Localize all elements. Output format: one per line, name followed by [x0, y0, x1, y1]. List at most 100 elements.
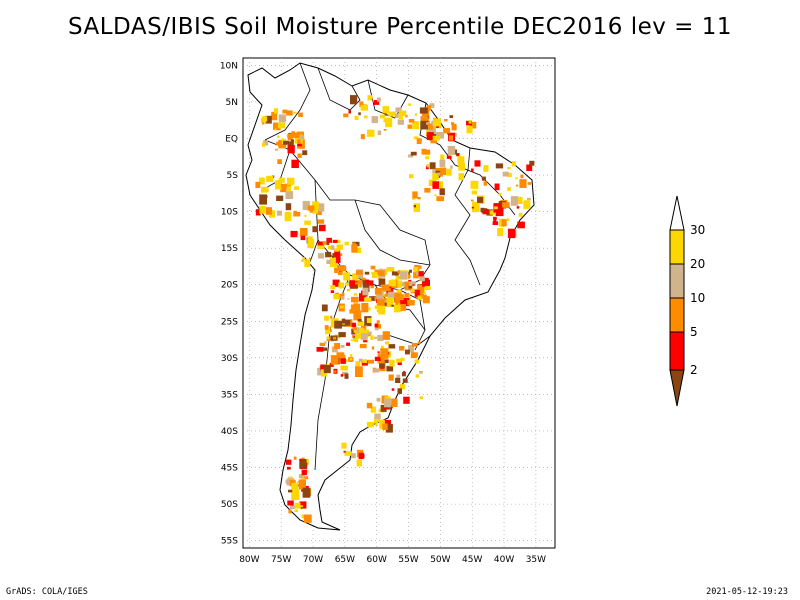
percentile-patch [405, 114, 408, 118]
percentile-patch [516, 196, 523, 204]
percentile-patch [493, 216, 497, 220]
percentile-patch [398, 110, 407, 116]
percentile-patch [353, 303, 361, 311]
lat-tick-label: 10N [220, 61, 238, 71]
percentile-patch [526, 164, 533, 171]
percentile-patch [368, 307, 371, 311]
percentile-patch [352, 327, 357, 331]
percentile-patch [391, 398, 398, 407]
percentile-patch [383, 118, 387, 123]
percentile-patch [316, 209, 322, 215]
percentile-patch [322, 241, 327, 245]
percentile-patch [409, 174, 414, 179]
percentile-patch [376, 309, 380, 312]
percentile-patch [436, 132, 444, 139]
lon-tick-label: 35W [526, 555, 546, 565]
percentile-patch [432, 168, 436, 174]
percentile-patch [400, 357, 405, 361]
percentile-patch [312, 201, 319, 209]
percentile-patch [259, 205, 266, 214]
percentile-patch [364, 271, 370, 275]
percentile-patch [298, 112, 303, 117]
percentile-patch [413, 136, 419, 140]
percentile-patch [527, 182, 532, 185]
percentile-patch [489, 210, 496, 215]
percentile-patch [384, 406, 388, 410]
percentile-patch [303, 514, 312, 523]
percentile-patch [396, 374, 401, 378]
percentile-patch [307, 205, 315, 211]
percentile-patch [374, 327, 379, 331]
percentile-patch [356, 270, 363, 275]
percentile-patch [426, 164, 430, 168]
percentile-patch [377, 275, 382, 280]
percentile-patch [373, 417, 381, 422]
percentile-patch [350, 95, 358, 105]
percentile-patch [380, 348, 389, 359]
percentile-patch [346, 342, 351, 346]
percentile-patch [507, 228, 516, 239]
percentile-patch [408, 345, 415, 353]
percentile-patch [366, 317, 372, 323]
percentile-patch [284, 211, 292, 222]
percentile-patch [275, 180, 282, 190]
percentile-patch [398, 302, 401, 305]
lat-tick-label: 45S [221, 464, 238, 474]
percentile-patch [316, 347, 324, 352]
percentile-patch [346, 289, 351, 292]
percentile-patch [304, 220, 311, 225]
percentile-patch [378, 305, 386, 315]
percentile-patch [291, 482, 299, 490]
percentile-patch [282, 109, 288, 114]
percentile-patch [261, 186, 269, 193]
percentile-patch [398, 276, 401, 278]
percentile-patch [326, 259, 331, 264]
percentile-patch [422, 294, 427, 298]
percentile-patch [443, 128, 451, 134]
percentile-patch [418, 271, 423, 277]
percentile-patch [294, 502, 301, 509]
percentile-patch [413, 203, 420, 212]
percentile-patch [360, 104, 368, 111]
percentile-patch [300, 506, 303, 509]
percentile-patch [344, 241, 349, 246]
percentile-patch [396, 358, 402, 363]
percentile-patch [433, 118, 442, 129]
percentile-patch [353, 293, 357, 296]
percentile-patch [297, 481, 300, 483]
percentile-patch [449, 115, 454, 118]
percentile-patch [287, 177, 295, 185]
percentile-patch [385, 341, 390, 345]
percentile-patch [334, 370, 337, 373]
percentile-patch [371, 346, 375, 350]
percentile-patch [515, 177, 518, 180]
percentile-patch [291, 159, 299, 168]
percentile-patch [408, 285, 413, 289]
percentile-patch [285, 479, 292, 484]
percentile-patch [357, 318, 362, 322]
percentile-patch [262, 187, 266, 190]
percentile-patch [321, 304, 328, 312]
footer-credit: GrADS: COLA/IGES [6, 587, 88, 597]
lon-tick-label: 60W [367, 555, 387, 565]
percentile-patch [381, 284, 390, 291]
percentile-patch [417, 295, 422, 300]
percentile-patch [414, 359, 420, 364]
latitude-tick-labels: 10N 5N EQ 5S 10S 15S 20S 25S 30S 35S 40S 45S 50S 55S [220, 61, 238, 546]
percentile-patch [374, 356, 381, 361]
percentile-patch [286, 185, 292, 192]
percentile-patch [294, 509, 299, 512]
percentile-patch [301, 457, 305, 460]
colorbar-segment-20-30 [669, 229, 685, 265]
percentile-patch [468, 120, 472, 124]
percentile-patch [265, 207, 272, 215]
colorbar-label-10: 10 [690, 291, 705, 305]
percentile-patch [420, 116, 429, 123]
percentile-patch [278, 177, 285, 183]
percentile-patch [301, 514, 306, 519]
percentile-patch [345, 320, 351, 326]
percentile-patch [388, 344, 396, 349]
percentile-patch [362, 287, 369, 296]
percentile-patch [358, 452, 364, 459]
percentile-patch [348, 110, 351, 114]
